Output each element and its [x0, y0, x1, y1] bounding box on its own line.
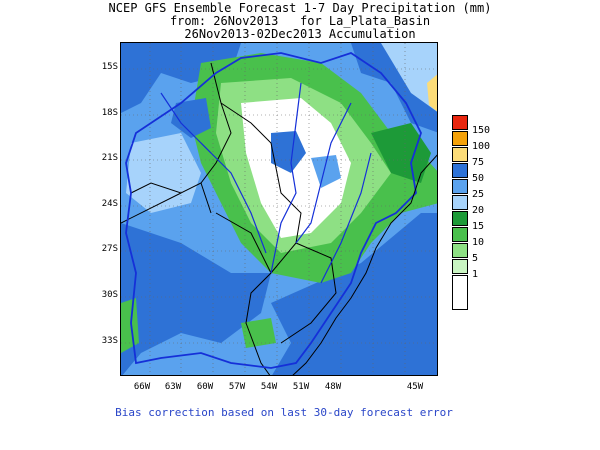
- legend-swatch-25: [452, 179, 468, 194]
- legend-swatch-0: [452, 275, 468, 310]
- field-blue-spot-2: [311, 155, 341, 188]
- title-line-3: 26Nov2013-02Dec2013 Accumulation: [184, 27, 416, 41]
- field-pale-blue-ne: [381, 43, 437, 112]
- field-green-south: [241, 318, 276, 348]
- legend-swatch-15: [452, 211, 468, 226]
- lat-tick: 24S: [101, 199, 118, 209]
- legend-label: 25: [472, 189, 485, 200]
- lat-tick: 30S: [101, 290, 118, 300]
- legend-label: 75: [472, 157, 485, 168]
- legend-label: 20: [472, 205, 485, 216]
- lon-tick: 66W: [133, 382, 151, 392]
- title-line-2: from: 26Nov2013 for La_Plata_Basin: [169, 14, 431, 28]
- field-dark-blue-sw: [121, 223, 271, 375]
- lon-tick: 63W: [164, 382, 182, 392]
- lat-tick: 27S: [101, 244, 118, 254]
- legend-label: 10: [472, 237, 485, 248]
- lon-tick: 54W: [260, 382, 278, 392]
- field-green-sw: [121, 298, 139, 353]
- legend-label: 50: [472, 173, 485, 184]
- basin-boundary: [125, 52, 422, 369]
- lon-tick: 48W: [324, 382, 342, 392]
- precipitation-map: [120, 42, 438, 376]
- legend-label: 5: [472, 253, 479, 264]
- coastline: [292, 154, 437, 375]
- legend-label: 1: [472, 269, 479, 280]
- lon-tick: 57W: [228, 382, 246, 392]
- legend-label: 15: [472, 221, 485, 232]
- field-yellow-ne: [427, 74, 437, 112]
- field-blue-spot-1: [271, 131, 306, 173]
- lon-tick: 60W: [196, 382, 214, 392]
- legend-swatch-5: [452, 243, 468, 258]
- lon-tick: 51W: [292, 382, 310, 392]
- field-dark-blue-nw: [121, 43, 241, 113]
- field-white-dry-center: [241, 98, 351, 238]
- lat-tick: 21S: [101, 153, 118, 163]
- rivers: [160, 82, 372, 284]
- legend-label: 150: [472, 125, 491, 136]
- legend-swatch-100: [452, 131, 468, 146]
- legend-swatch-1: [452, 259, 468, 274]
- bias-correction-note: Bias correction based on last 30-day for…: [115, 406, 453, 419]
- legend-swatch-75: [452, 147, 468, 162]
- lat-tick: 15S: [101, 62, 118, 72]
- legend-swatch-20: [452, 195, 468, 210]
- lat-tick: 18S: [101, 108, 118, 118]
- legend-label: 100: [472, 141, 491, 152]
- map-svg: [121, 43, 437, 375]
- field-darkgreen-east: [371, 123, 431, 183]
- field-pale-blue-west: [126, 133, 201, 213]
- lat-tick: 33S: [101, 336, 118, 346]
- legend-swatch-50: [452, 163, 468, 178]
- legend-swatch-150: [452, 115, 468, 130]
- legend-swatch-10: [452, 227, 468, 242]
- lon-tick: 45W: [406, 382, 424, 392]
- field-dark-blue-se: [271, 213, 437, 375]
- title-line-1: NCEP GFS Ensemble Forecast 1-7 Day Preci…: [108, 1, 492, 15]
